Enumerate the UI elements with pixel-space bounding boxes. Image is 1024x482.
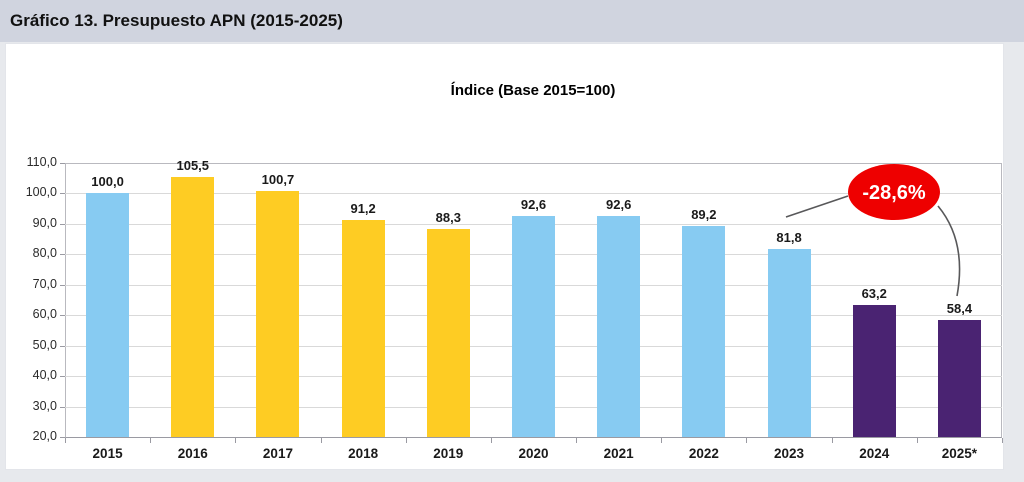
x-axis-tick: [916, 438, 918, 443]
x-axis-tick: [1002, 438, 1003, 443]
bar-value-label: 92,6: [520, 196, 547, 212]
y-axis-label: 40,0: [32, 368, 57, 383]
bar-value-label: 81,8: [776, 229, 802, 245]
x-axis-label: 2016: [177, 446, 208, 461]
bar-value-label: 92,6: [606, 196, 632, 212]
x-axis-tick: [65, 438, 66, 443]
x-axis-tick: [746, 438, 748, 443]
x-axis-label: 2019: [433, 446, 464, 461]
x-axis-tick: [661, 438, 663, 443]
bar-2022: [682, 226, 726, 437]
x-axis-tick: [150, 438, 152, 443]
y-axis-label: 30,0: [32, 398, 57, 413]
bar-value-label: 58,4: [946, 301, 973, 317]
y-axis-tick: [60, 345, 65, 347]
bar-2024: [852, 305, 896, 437]
bar-value-label: 105,5: [176, 157, 210, 173]
y-axis-tick: [60, 315, 65, 317]
bar-value-label: 89,2: [691, 207, 717, 223]
x-axis-label: 2024: [859, 446, 890, 461]
x-axis-tick: [235, 438, 237, 443]
x-axis-label: 2023: [774, 446, 805, 461]
bar-2016: [171, 176, 215, 437]
bar-2023: [767, 248, 811, 437]
bar-value-label: 100,7: [261, 172, 295, 188]
y-axis-tick: [60, 163, 65, 164]
y-axis-tick: [60, 193, 65, 195]
bar-2021: [597, 215, 641, 437]
y-axis-tick: [60, 254, 65, 256]
chart-title: Índice (Base 2015=100): [450, 82, 616, 99]
y-axis-label: 80,0: [32, 246, 57, 261]
bar-value-label: 91,2: [350, 201, 376, 217]
y-axis-label: 60,0: [32, 307, 57, 322]
y-axis-tick: [60, 223, 65, 225]
bar-2018: [341, 220, 385, 437]
x-axis-label: 2015: [92, 446, 123, 461]
y-axis-tick: [60, 437, 65, 438]
y-axis-label: 110,0: [26, 155, 57, 169]
x-axis-label: 2018: [348, 446, 379, 461]
bar-value-label: 63,2: [861, 286, 887, 302]
y-axis-label: 50,0: [32, 337, 57, 352]
bar-2017: [256, 191, 300, 437]
x-axis-tick: [405, 438, 407, 443]
title-band: Gráfico 13. Presupuesto APN (2015-2025): [0, 0, 1024, 42]
y-axis-tick: [60, 284, 65, 286]
bar-2025*: [937, 320, 981, 437]
y-axis-label: 70,0: [32, 276, 57, 291]
gridline: [65, 193, 1002, 195]
x-axis-tick: [576, 438, 578, 443]
x-axis-tick: [831, 438, 833, 443]
y-axis-label: 100,0: [25, 185, 57, 200]
x-axis-label: 2017: [262, 446, 293, 461]
x-axis-label: 2025*: [941, 446, 978, 461]
x-axis-tick: [490, 438, 492, 443]
bar-value-label: 88,3: [435, 210, 461, 226]
x-axis-label: 2020: [518, 446, 549, 461]
bar-2020: [512, 215, 555, 437]
bar-value-label: 100,0: [91, 174, 124, 190]
bar-2015: [86, 193, 130, 437]
bar-2019: [426, 229, 470, 437]
y-axis-label: 90,0: [32, 215, 57, 230]
x-axis-label: 2021: [603, 446, 634, 461]
y-axis-label: 20,0: [32, 429, 57, 443]
x-axis-label: 2022: [688, 446, 719, 461]
x-axis-tick: [320, 438, 322, 443]
page-title: Gráfico 13. Presupuesto APN (2015-2025): [10, 11, 343, 30]
y-axis-tick: [60, 376, 65, 378]
y-axis-tick: [60, 406, 65, 408]
